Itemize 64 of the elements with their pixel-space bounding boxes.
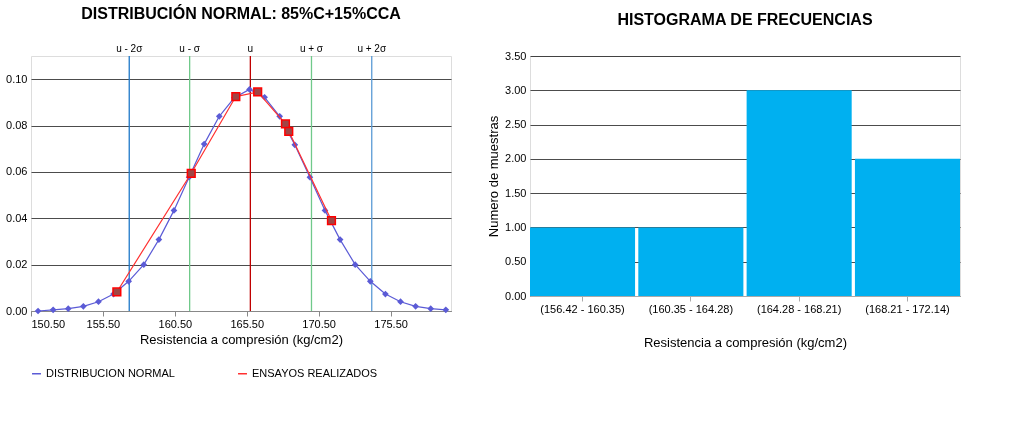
ref-line-label: u - σ — [179, 43, 201, 54]
y-tick-label: 2.50 — [505, 118, 527, 131]
x-tick-label: (160.35 - 164.28) — [648, 302, 734, 315]
y-tick-label: 0.50 — [505, 255, 527, 268]
y-tick-label: 3.50 — [505, 49, 527, 62]
bar — [854, 158, 960, 296]
x-tick-label: 165.50 — [230, 317, 265, 330]
x-axis-title: Resistencia a compresión (kg/cm2) — [139, 331, 344, 347]
point — [284, 126, 294, 136]
bar — [530, 227, 636, 296]
point — [125, 277, 133, 285]
point — [382, 290, 389, 298]
y-tick-label: 0.06 — [6, 165, 28, 178]
y-axis-title: Numero de muestras — [486, 115, 502, 238]
point — [246, 86, 253, 93]
point — [253, 87, 263, 97]
x-tick-label: 150.50 — [31, 317, 66, 330]
point — [140, 261, 148, 268]
point — [64, 305, 72, 313]
point — [200, 140, 208, 148]
point — [112, 287, 122, 297]
point — [442, 306, 450, 314]
point — [326, 215, 337, 226]
chart-title: HISTOGRAMA DE FRECUENCIAS — [617, 11, 873, 28]
point — [49, 306, 57, 314]
point — [155, 236, 163, 243]
chart-title: DISTRIBUCIÓN NORMAL: 85%C+15%CCA — [81, 4, 402, 22]
y-tick-label: 0.10 — [6, 72, 28, 85]
y-tick-label: 0.04 — [6, 211, 28, 224]
ref-line-label: u + σ — [299, 43, 324, 54]
point — [427, 305, 435, 313]
bar — [746, 90, 852, 296]
point — [336, 236, 344, 243]
x-tick-label: (156.42 - 160.35) — [540, 302, 625, 315]
point — [412, 303, 419, 310]
y-tick-label: 0.00 — [6, 304, 28, 317]
legend-label: DISTRIBUCION NORMAL — [46, 366, 175, 379]
point — [186, 168, 196, 178]
y-tick-label: 2.00 — [505, 152, 527, 165]
point — [351, 261, 359, 268]
y-tick-label: 0.08 — [6, 119, 28, 132]
ref-line-label: u — [247, 43, 254, 54]
x-tick-label: 170.50 — [302, 317, 336, 330]
point — [366, 277, 374, 285]
point — [215, 112, 223, 120]
y-tick-label: 0.02 — [6, 258, 28, 271]
y-tick-label: 1.00 — [505, 220, 527, 233]
y-tick-label: 0.00 — [505, 289, 527, 302]
x-axis-title: Resistencia a compresión (kg/cm2) — [643, 334, 848, 350]
ref-line-label: u - 2σ — [116, 43, 144, 54]
y-tick-label: 3.00 — [505, 83, 527, 96]
x-tick-label: 175.50 — [374, 317, 408, 330]
point — [397, 298, 404, 306]
point — [280, 119, 291, 129]
ref-line-label: u + 2σ — [357, 43, 387, 54]
y-tick-label: 1.50 — [505, 186, 527, 199]
x-tick-label: (164.28 - 168.21) — [756, 302, 842, 315]
x-tick-label: (168.21 - 172.14) — [865, 302, 950, 315]
bar — [638, 227, 744, 296]
x-tick-label: 160.50 — [158, 317, 193, 330]
legend-label: ENSAYOS REALIZADOS — [252, 366, 378, 379]
point — [95, 298, 102, 306]
point — [80, 303, 87, 310]
x-tick-label: 155.50 — [86, 317, 121, 330]
